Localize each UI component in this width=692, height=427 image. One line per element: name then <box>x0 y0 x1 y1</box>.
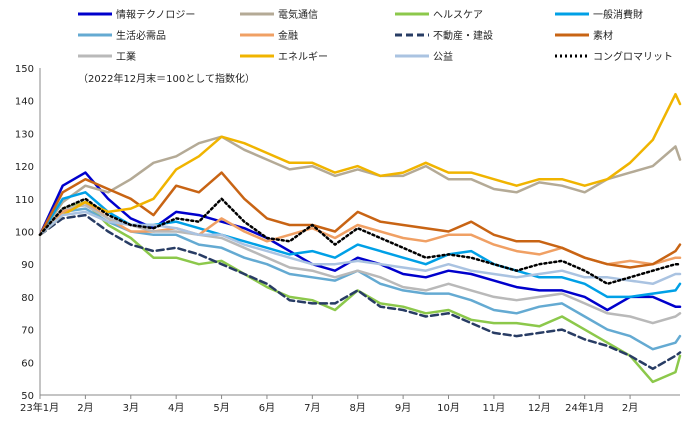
chart-note: （2022年12月末＝100として指数化） <box>78 72 255 85</box>
series-line-11 <box>38 210 682 286</box>
legend-label: 素材 <box>593 29 613 42</box>
legend-label: 電気通信 <box>278 8 318 21</box>
legend-label: 金融 <box>278 29 298 42</box>
x-tick-label: 8月 <box>350 402 366 414</box>
legend-label: ヘルスケア <box>433 9 483 21</box>
series-line-4 <box>38 191 682 299</box>
series-line-9 <box>38 204 682 325</box>
x-tick-label: 2月 <box>77 402 93 414</box>
x-tick-label: 6月 <box>259 402 275 414</box>
y-axis: 50 60 70 80 90 100 110 120 130 140 150 <box>15 64 41 402</box>
x-tick-label: 12月 <box>528 402 551 414</box>
legend-label: 情報テクノロジー <box>116 8 195 21</box>
x-tick-label: 2月 <box>622 402 638 414</box>
x-axis: 23年1月 2月 3月 4月 5月 6月 7月 8月 9月 10月 11月 12月 24年1月 2月 <box>20 394 680 414</box>
plot-lines <box>38 92 682 384</box>
x-tick-label: 3月 <box>123 402 139 414</box>
y-tick-label: 70 <box>21 326 34 337</box>
x-tick-label: 11月 <box>483 402 506 414</box>
legend-label: 不動産・建設 <box>433 29 493 42</box>
series-line-5 <box>38 207 682 351</box>
legend-label: エネルギー <box>278 51 328 63</box>
y-tick-label: 50 <box>21 391 34 402</box>
y-tick-label: 100 <box>15 228 34 239</box>
legend-label: 工業 <box>116 50 136 63</box>
y-tick-label: 140 <box>15 97 34 108</box>
series-line-3 <box>38 200 682 384</box>
y-tick-label: 150 <box>15 64 34 75</box>
series-line-7 <box>38 213 682 371</box>
y-tick-label: 110 <box>15 195 34 206</box>
x-tick-label: 7月 <box>304 402 320 414</box>
x-tick-label: 24年1月 <box>565 401 604 414</box>
y-tick-label: 60 <box>21 358 34 369</box>
x-tick-label: 10月 <box>437 402 460 414</box>
y-tick-label: 130 <box>15 129 34 140</box>
y-tick-label: 90 <box>21 260 34 271</box>
legend-label: 生活必需品 <box>116 29 166 42</box>
y-tick-label: 80 <box>21 293 34 304</box>
x-tick-label: 5月 <box>213 402 229 414</box>
legend-label: 一般消費財 <box>593 8 643 21</box>
series-line-10 <box>38 92 682 237</box>
series-line-8 <box>38 171 682 269</box>
legend-label: 公益 <box>433 50 453 63</box>
legend-label: コングロマリット <box>593 50 673 63</box>
y-tick-label: 120 <box>15 162 34 173</box>
x-tick-label: 4月 <box>168 402 184 414</box>
x-tick-label: 23年1月 <box>20 401 59 414</box>
series-line-2 <box>38 135 682 237</box>
series-line-12 <box>38 197 682 286</box>
x-tick-label: 9月 <box>395 402 411 414</box>
